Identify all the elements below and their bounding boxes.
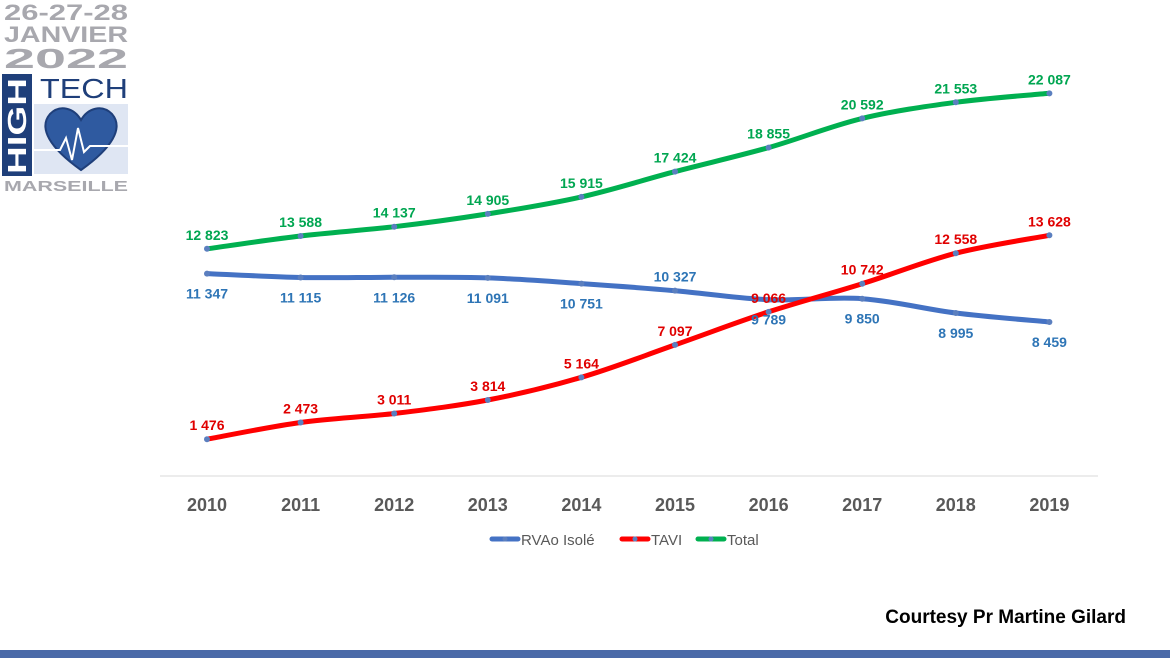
point-total-2014 <box>578 193 585 200</box>
x-tick-label-2013: 2013 <box>468 495 508 515</box>
legend-marker-total <box>708 536 714 542</box>
point-tavi-2017 <box>859 280 866 287</box>
data-label-rvao-isol-2010: 11 347 <box>186 286 228 302</box>
x-tick-label-2017: 2017 <box>842 495 882 515</box>
data-label-tavi-2012: 3 011 <box>377 391 411 407</box>
point-total-2016 <box>765 144 772 151</box>
x-tick-label-2010: 2010 <box>187 495 227 515</box>
point-total-2010 <box>204 245 210 252</box>
data-label-tavi-2014: 5 164 <box>564 355 599 371</box>
data-label-total-2012: 14 137 <box>373 205 416 221</box>
point-rvao-isol-2018 <box>952 310 959 317</box>
point-tavi-2016 <box>765 308 772 315</box>
data-label-total-2011: 13 588 <box>279 214 322 230</box>
data-label-total-2016: 18 855 <box>747 126 790 142</box>
data-label-total-2015: 17 424 <box>654 150 697 166</box>
logo-dates: 26-27-28 <box>4 0 128 25</box>
point-tavi-2010 <box>204 436 210 443</box>
point-rvao-isol-2019 <box>1046 319 1053 326</box>
data-label-tavi-2011: 2 473 <box>283 400 318 416</box>
point-rvao-isol-2010 <box>204 270 210 277</box>
data-label-tavi-2017: 10 742 <box>841 262 884 278</box>
point-rvao-isol-2017 <box>859 295 866 302</box>
x-axis-ticks: 2010 2011 2012 2013 2014 2015 2016 2017 2018 2019 <box>187 495 1069 515</box>
data-label-rvao-isol-2011: 11 115 <box>280 289 321 305</box>
point-total-2018 <box>952 99 959 106</box>
point-tavi-2015 <box>672 341 678 348</box>
data-labels: 11 347 11 115 11 126 11 091 10 751 10 327 9 78… <box>186 71 1071 433</box>
data-label-tavi-2016: 9 066 <box>751 290 786 306</box>
data-label-tavi-2015: 7 097 <box>657 323 692 339</box>
series-points <box>204 90 1053 443</box>
x-tick-label-2019: 2019 <box>1029 495 1069 515</box>
courtesy-credit: Courtesy Pr Martine Gilard <box>885 607 1126 628</box>
data-label-rvao-isol-2016: 9 789 <box>751 312 786 328</box>
data-label-rvao-isol-2019: 8 459 <box>1032 334 1067 350</box>
point-total-2015 <box>672 168 678 175</box>
series-line-total <box>204 90 1052 252</box>
data-label-rvao-isol-2017: 9 850 <box>845 311 880 327</box>
data-label-rvao-isol-2018: 8 995 <box>938 325 973 341</box>
point-total-2017 <box>859 115 866 122</box>
x-tick-label-2014: 2014 <box>561 495 601 515</box>
series-line-tavi <box>204 232 1052 442</box>
point-rvao-isol-2015 <box>672 287 678 294</box>
data-label-total-2010: 12 823 <box>186 227 229 243</box>
legend-label-tavi: TAVI <box>651 532 682 549</box>
point-rvao-isol-2013 <box>484 274 491 281</box>
point-tavi-2014 <box>578 374 585 381</box>
point-total-2012 <box>391 223 398 230</box>
point-rvao-isol-2012 <box>391 274 398 281</box>
data-label-total-2014: 15 915 <box>560 175 603 191</box>
x-tick-label-2012: 2012 <box>374 495 414 515</box>
data-label-tavi-2018: 12 558 <box>934 231 977 247</box>
point-total-2013 <box>484 210 491 217</box>
point-tavi-2019 <box>1046 232 1053 239</box>
logo-month: JANVIER <box>4 22 128 47</box>
footer-bar <box>0 650 1170 658</box>
point-tavi-2013 <box>484 396 491 403</box>
point-tavi-2018 <box>952 250 959 257</box>
x-tick-label-2015: 2015 <box>655 495 695 515</box>
conference-logo: 26-27-28 JANVIER 2022 HIGH TECH MARSEILL… <box>2 0 128 195</box>
data-label-rvao-isol-2013: 11 091 <box>467 290 509 306</box>
point-tavi-2012 <box>391 410 398 417</box>
point-rvao-isol-2016 <box>765 296 772 303</box>
legend-label-rvao-isol: RVAo Isolé <box>521 532 595 549</box>
point-tavi-2011 <box>297 419 304 426</box>
legend-label-total: Total <box>727 532 759 549</box>
data-label-tavi-2010: 1 476 <box>189 417 224 433</box>
logo-word-tech: TECH <box>40 73 128 104</box>
chart-legend: RVAo Isolé TAVI Total <box>489 532 759 549</box>
point-total-2011 <box>297 232 304 239</box>
x-tick-label-2016: 2016 <box>749 495 789 515</box>
logo-word-high: HIGH <box>2 78 32 174</box>
data-label-total-2019: 22 087 <box>1028 71 1071 87</box>
data-label-total-2018: 21 553 <box>934 80 977 96</box>
legend-marker-rvao-isol <box>502 536 508 542</box>
x-tick-label-2018: 2018 <box>936 495 976 515</box>
logo-city: MARSEILLE <box>4 178 128 195</box>
x-tick-label-2011: 2011 <box>281 495 320 515</box>
logo-high-band <box>2 74 32 176</box>
data-label-rvao-isol-2014: 10 751 <box>560 296 603 312</box>
data-label-rvao-isol-2012: 11 126 <box>373 289 415 305</box>
data-label-tavi-2013: 3 814 <box>470 378 505 394</box>
heart-icon <box>34 104 128 174</box>
legend-marker-tavi <box>632 536 638 542</box>
data-label-total-2017: 20 592 <box>841 96 884 112</box>
point-total-2019 <box>1046 90 1053 97</box>
series-lines <box>204 90 1052 442</box>
series-line-rvao-isol <box>204 271 1052 325</box>
point-rvao-isol-2011 <box>297 274 304 281</box>
data-label-tavi-2019: 13 628 <box>1028 213 1071 229</box>
logo-year: 2022 <box>4 43 128 74</box>
data-label-total-2013: 14 905 <box>466 192 509 208</box>
point-rvao-isol-2014 <box>578 280 585 287</box>
data-label-rvao-isol-2015: 10 327 <box>654 269 697 285</box>
